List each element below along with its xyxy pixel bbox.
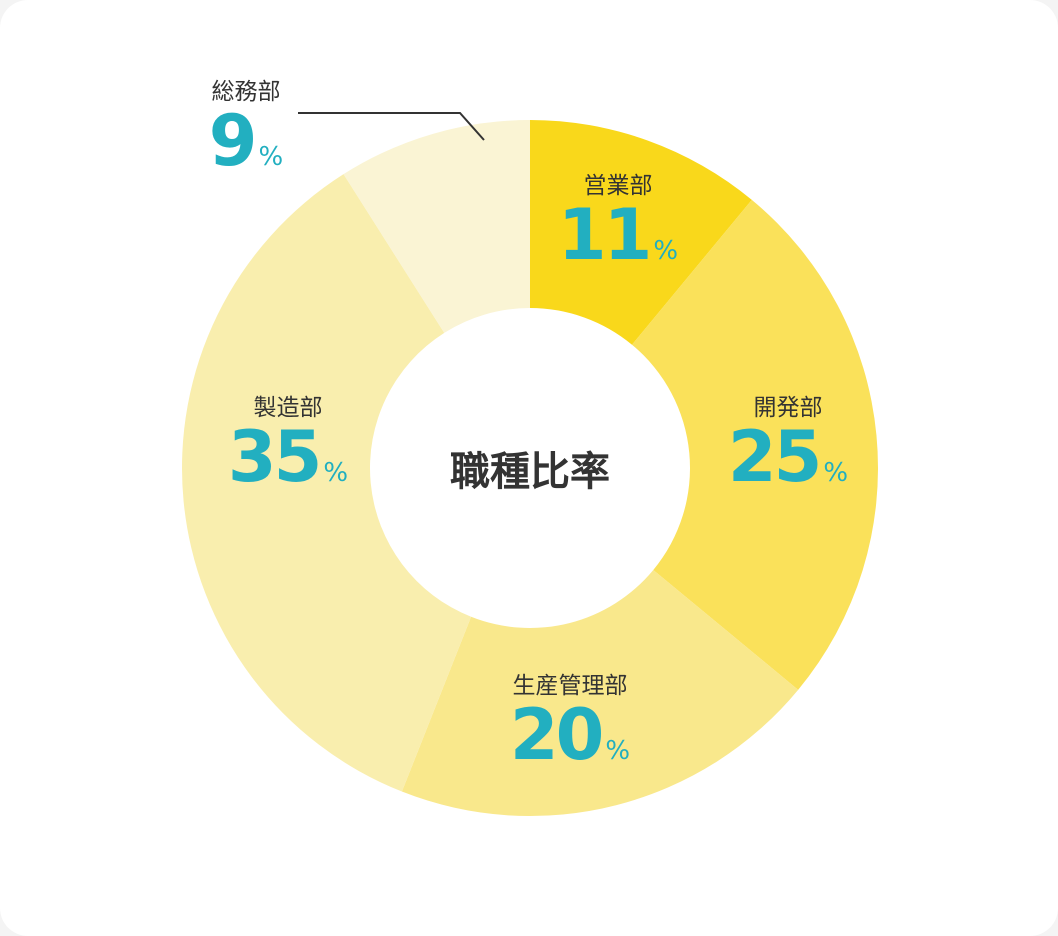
label-eigyo: 営業部 11% <box>558 166 678 270</box>
slice-value: 11 <box>557 194 652 276</box>
leader-line-somu <box>298 112 485 141</box>
chart-title: 職種比率 <box>450 449 610 495</box>
slice-1 <box>631 199 879 690</box>
slice-value: 25 <box>727 416 822 498</box>
label-kaihatsu: 開発部 25% <box>728 388 848 492</box>
label-seisan-kanri: 生産管理部 20% <box>510 666 630 770</box>
unit: % <box>258 142 284 172</box>
unit: % <box>653 236 679 266</box>
label-somu: 総務部 9% <box>209 72 283 176</box>
slice-4 <box>343 120 530 333</box>
slice-value: 9 <box>208 100 258 182</box>
label-seizo: 製造部 35% <box>228 388 348 492</box>
slice-value: 35 <box>227 416 322 498</box>
slice-0 <box>530 120 752 345</box>
unit: % <box>605 736 631 766</box>
slice-3 <box>182 174 472 792</box>
unit: % <box>823 458 849 488</box>
slice-value: 20 <box>509 694 604 776</box>
slice-name: 開発部 <box>753 395 823 421</box>
slice-2 <box>401 569 799 816</box>
unit: % <box>323 458 349 488</box>
slice-name: 製造部 <box>253 395 323 421</box>
slice-name: 総務部 <box>211 79 281 105</box>
slice-name: 生産管理部 <box>512 673 628 699</box>
slice-name: 営業部 <box>583 173 653 199</box>
